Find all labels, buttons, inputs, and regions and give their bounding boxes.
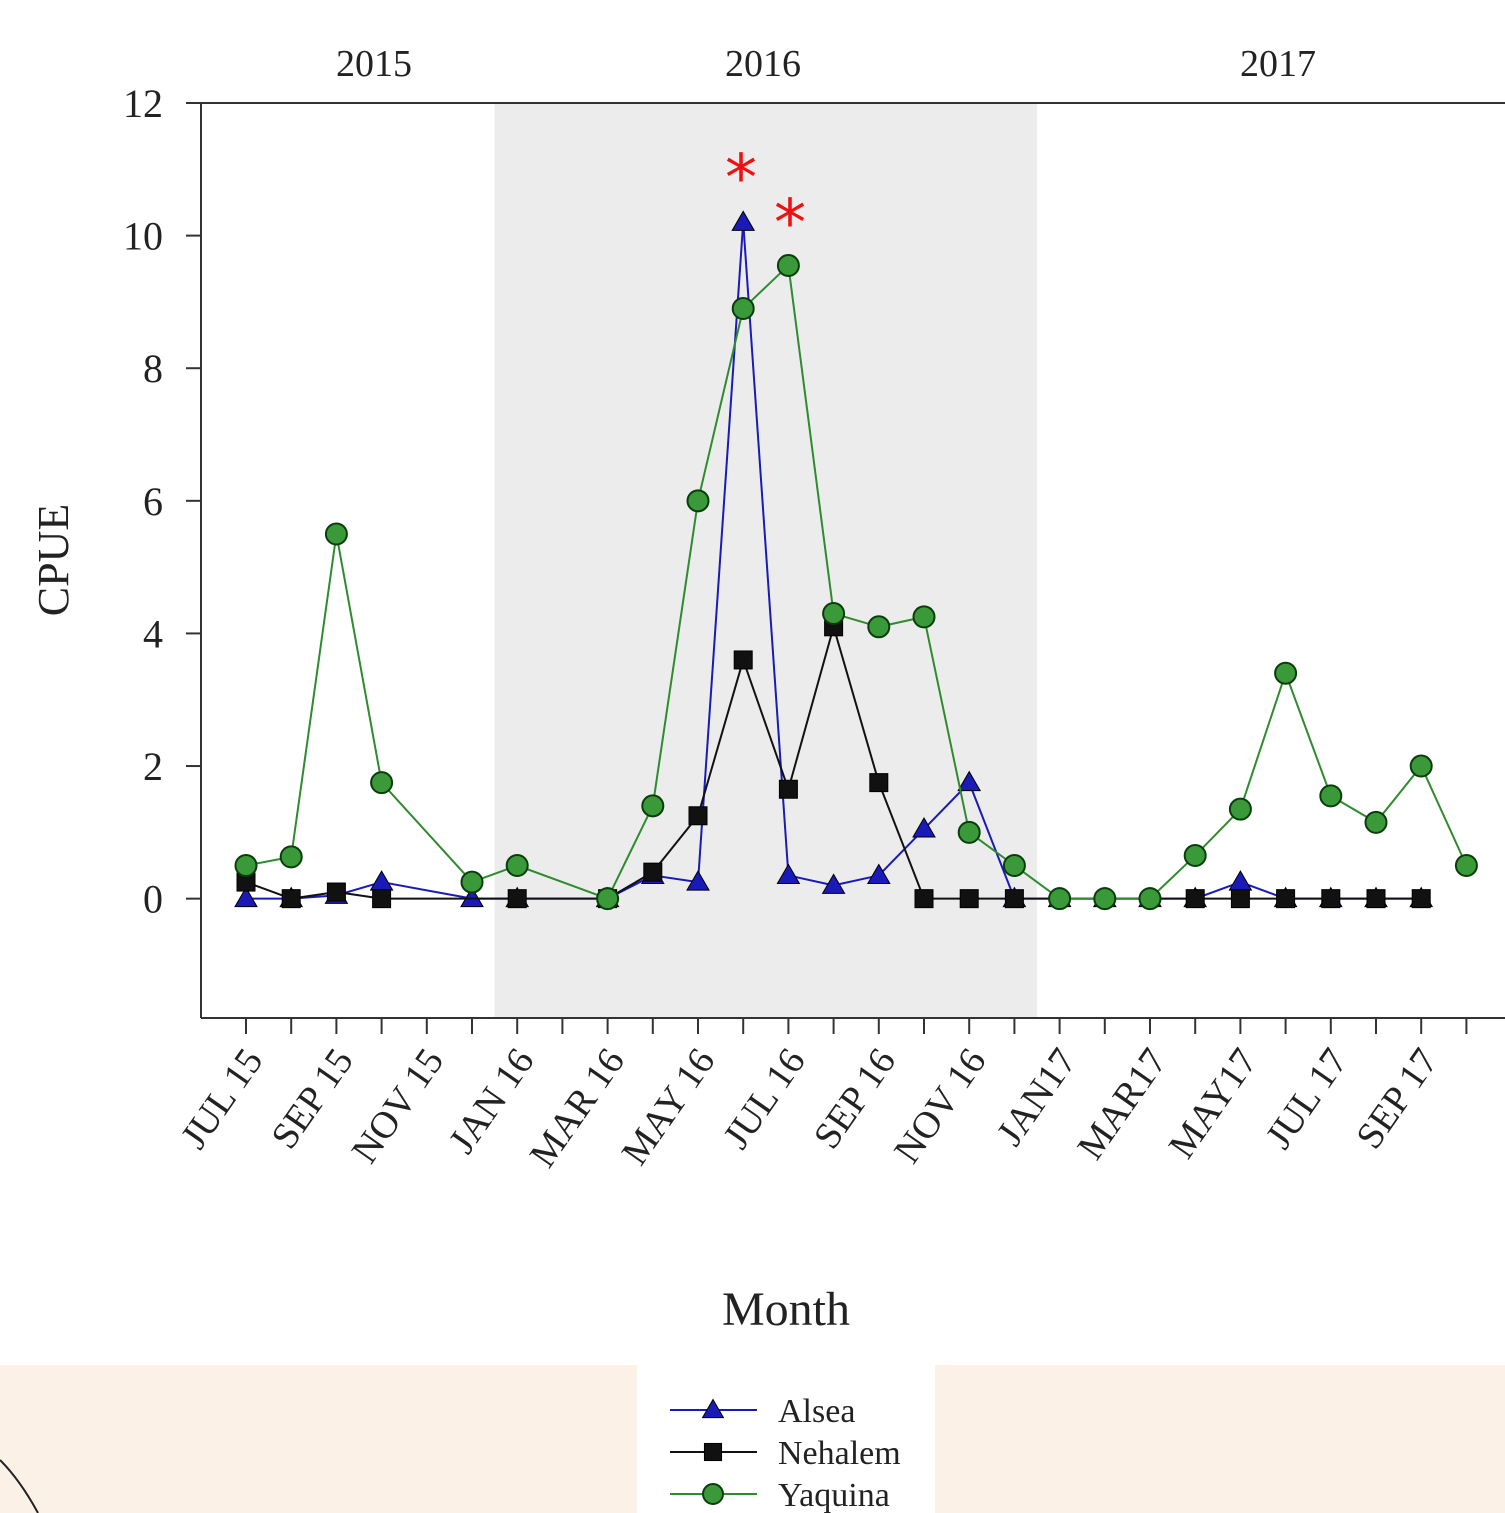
circle-marker [914,606,935,627]
year-label: 2016 [725,43,801,85]
legend-marker [704,1443,721,1460]
square-marker [1231,890,1249,908]
y-tick-label: 2 [143,744,163,789]
square-marker [327,883,345,901]
square-marker [1277,890,1295,908]
circle-marker [642,795,663,816]
y-tick-label: 0 [143,877,163,922]
circle-marker [597,888,618,909]
y-tick-label: 4 [143,611,163,656]
square-marker [373,890,391,908]
significance-marker: * [774,187,806,261]
legend-label: Alsea [778,1393,855,1430]
circle-marker [1320,785,1341,806]
circle-marker [733,298,754,319]
page: Month CPUE 024681012JUL 15SEP 15NOV 15JA… [0,0,1505,1513]
circle-marker [1185,845,1206,866]
circle-marker [326,523,347,544]
circle-marker [688,490,709,511]
year-label: 2017 [1240,43,1316,85]
square-marker [779,780,797,798]
circle-marker [371,772,392,793]
circle-marker [1049,888,1070,909]
square-marker [915,890,933,908]
square-marker [508,890,526,908]
y-axis-title: CPUE [29,504,78,616]
circle-marker [281,846,302,867]
square-marker [282,890,300,908]
circle-marker [1456,855,1477,876]
circle-marker [1140,888,1161,909]
circle-marker [1004,855,1025,876]
circle-marker [1094,888,1115,909]
significance-marker: * [725,142,757,216]
legend-label: Yaquina [778,1477,890,1513]
chart: Month CPUE 024681012JUL 15SEP 15NOV 15JA… [0,0,1505,1513]
y-tick-label: 6 [143,479,163,524]
year-label: 2015 [336,43,412,85]
y-tick-label: 12 [123,81,163,126]
circle-marker [1366,812,1387,833]
y-tick-label: 10 [123,214,163,259]
square-marker [734,651,752,669]
x-axis-title: Month [722,1283,850,1336]
circle-marker [1411,756,1432,777]
circle-marker [868,616,889,637]
square-marker [1412,890,1430,908]
circle-marker [462,872,483,893]
legend-label: Nehalem [778,1435,901,1472]
square-marker [960,890,978,908]
circle-marker [959,822,980,843]
y-tick-label: 8 [143,346,163,391]
square-marker [1367,890,1385,908]
circle-marker [1230,799,1251,820]
square-marker [689,807,707,825]
legend-marker [703,1484,723,1504]
circle-marker [236,855,257,876]
square-marker [870,774,888,792]
square-marker [644,863,662,881]
square-marker [1186,890,1204,908]
circle-marker [823,603,844,624]
circle-marker [507,855,528,876]
square-marker [1322,890,1340,908]
square-marker [1005,890,1023,908]
circle-marker [1275,663,1296,684]
